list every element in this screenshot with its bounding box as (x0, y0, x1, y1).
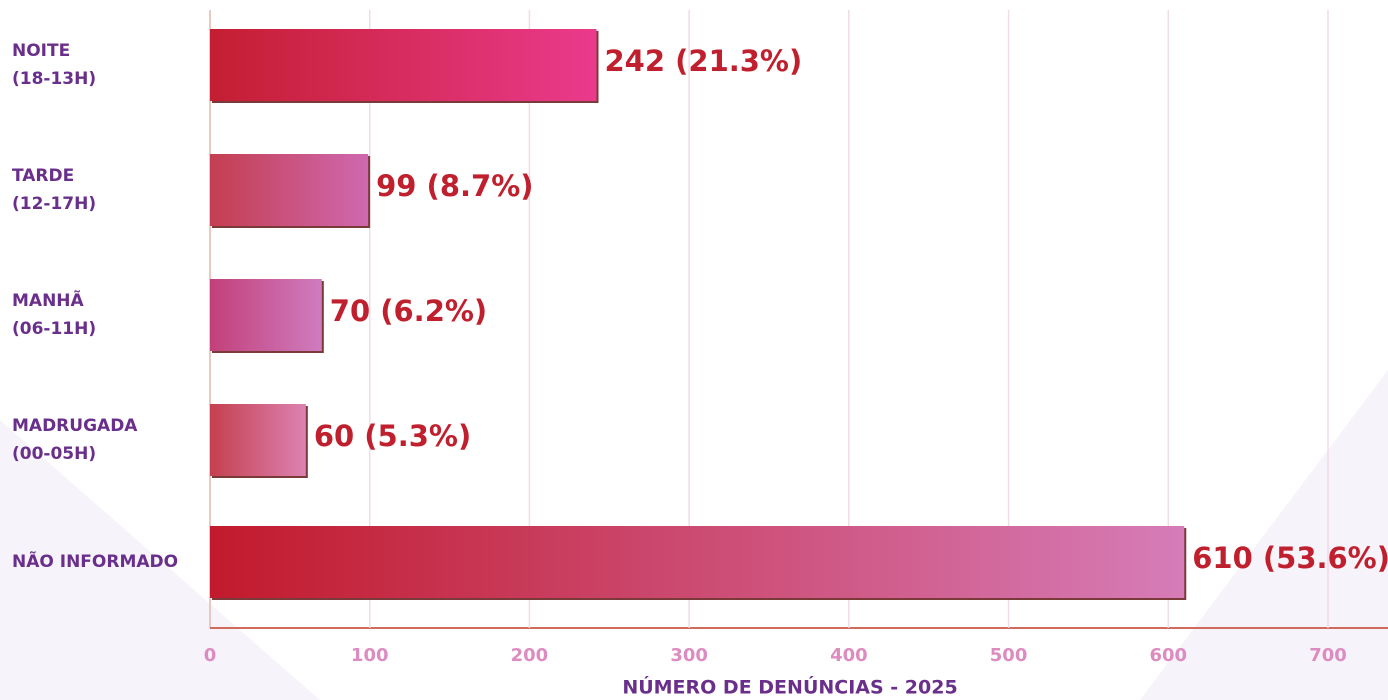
x-axis-label: NÚMERO DE DENÚNCIAS - 2025 (622, 675, 957, 699)
y-tick-label: NOITE (12, 41, 70, 61)
background-shape (1140, 370, 1388, 700)
x-tick-label: 200 (511, 645, 549, 666)
x-tick-label: 400 (830, 645, 868, 666)
bar (210, 154, 369, 226)
bar (210, 29, 597, 101)
x-tick-label: 500 (990, 645, 1028, 666)
y-tick-label: (06-11H) (12, 319, 96, 339)
x-tick-label: 600 (1149, 645, 1187, 666)
value-label: 99 (8.7%) (376, 169, 533, 203)
value-label: 70 (6.2%) (330, 294, 487, 328)
y-tick-label: MADRUGADA (12, 416, 138, 436)
y-tick-label: (18-13H) (12, 69, 96, 89)
bar (210, 404, 306, 476)
value-label: 610 (53.6%) (1192, 541, 1388, 575)
x-tick-label: 300 (670, 645, 708, 666)
value-label: 60 (5.3%) (314, 419, 471, 453)
x-tick-label: 100 (351, 645, 389, 666)
y-tick-label: (00-05H) (12, 444, 96, 464)
x-tick-label: 700 (1309, 645, 1347, 666)
x-tick-label: 0 (204, 645, 217, 666)
y-tick-label: NÃO INFORMADO (12, 549, 178, 572)
y-tick-label: MANHÃ (12, 288, 85, 311)
background-shape (0, 420, 320, 700)
bar (210, 279, 322, 351)
y-tick-label: (12-17H) (12, 194, 96, 214)
value-label: 242 (21.3%) (605, 44, 803, 78)
bar (210, 526, 1185, 598)
y-tick-label: TARDE (12, 166, 74, 186)
